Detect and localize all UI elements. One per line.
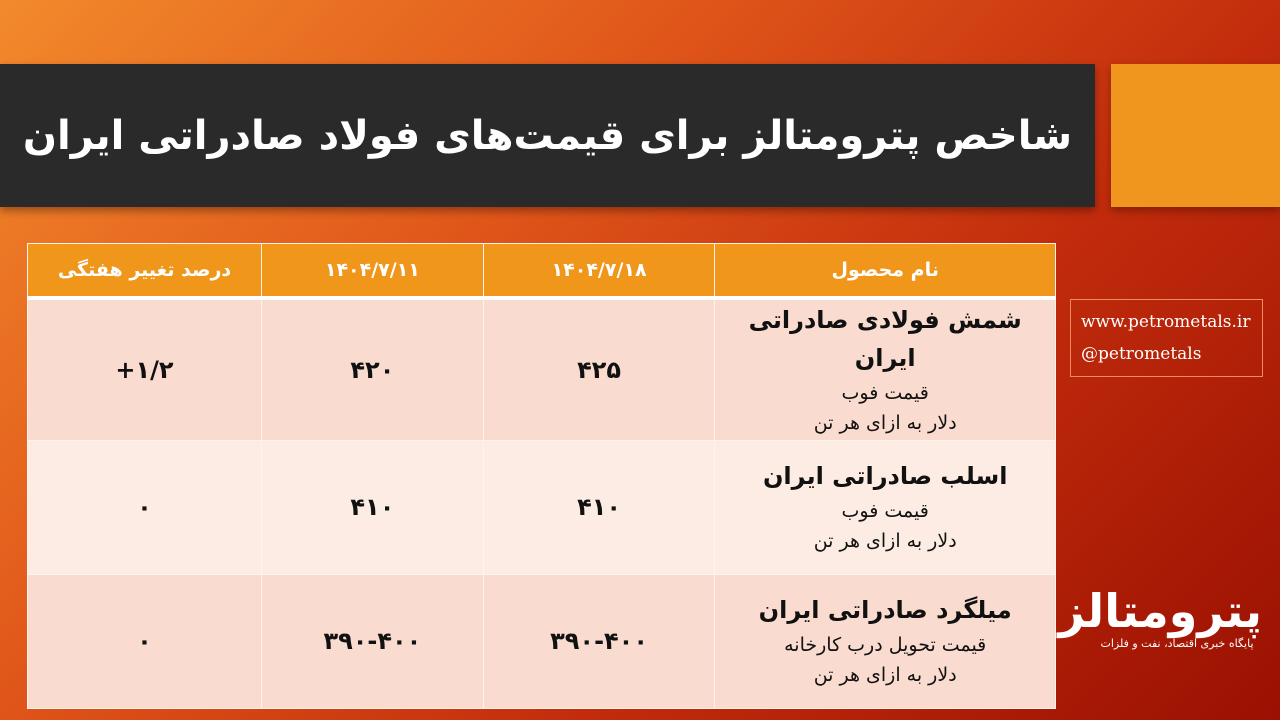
table-row: میلگرد صادراتی ایران قیمت تحویل درب کارخ…	[27, 573, 1056, 709]
current-price: ۴۱۰	[482, 439, 716, 575]
brand-logo: پترومتالز پایگاه خبری اقتصاد، نفت و فلزا…	[1058, 584, 1262, 650]
previous-price: ۳۹۰-۴۰۰	[260, 573, 484, 709]
product-cell: شمش فولادی صادراتی ایران قیمت فوب دلار ب…	[714, 297, 1056, 441]
weekly-change: ۰	[27, 439, 262, 575]
price-table: نام محصول ۱۴۰۴/۷/۱۸ ۱۴۰۴/۷/۱۱ درصد تغییر…	[27, 243, 1056, 709]
current-price: ۴۲۵	[482, 297, 716, 441]
header-weekly-change: درصد تغییر هفتگی	[27, 243, 262, 300]
unit: دلار به ازای هر تن	[813, 530, 957, 553]
current-price: ۳۹۰-۴۰۰	[482, 573, 716, 709]
previous-price: ۴۲۰	[260, 297, 484, 441]
table-header: نام محصول ۱۴۰۴/۷/۱۸ ۱۴۰۴/۷/۱۱ درصد تغییر…	[27, 243, 1056, 300]
table-row: اسلب صادراتی ایران قیمت فوب دلار به ازای…	[27, 439, 1056, 575]
logo-name: پترومتالز	[1058, 584, 1262, 638]
accent-block	[1111, 64, 1280, 207]
website-link[interactable]: www.petrometals.ir	[1081, 312, 1251, 332]
unit: دلار به ازای هر تن	[813, 664, 957, 687]
social-handle[interactable]: @petrometals	[1081, 344, 1202, 364]
price-type: قیمت فوب	[841, 499, 929, 522]
logo-tagline: پایگاه خبری اقتصاد، نفت و فلزات	[1100, 637, 1254, 650]
product-name: اسلب صادراتی ایران	[762, 462, 1008, 491]
price-type: قیمت تحویل درب کارخانه	[784, 633, 987, 656]
page-title: شاخص پترومتالز برای قیمت‌های فولاد صادرا…	[22, 112, 1073, 159]
weekly-change: +۱/۲	[27, 297, 262, 441]
title-bar: شاخص پترومتالز برای قیمت‌های فولاد صادرا…	[0, 64, 1095, 207]
header-previous-date: ۱۴۰۴/۷/۱۱	[260, 243, 484, 300]
price-type: قیمت فوب	[841, 381, 929, 404]
unit: دلار به ازای هر تن	[813, 412, 957, 435]
product-name: میلگرد صادراتی ایران	[758, 596, 1012, 625]
previous-price: ۴۱۰	[260, 439, 484, 575]
product-name: شمش فولادی صادراتی ایران	[748, 306, 1022, 373]
product-cell: اسلب صادراتی ایران قیمت فوب دلار به ازای…	[714, 439, 1056, 575]
contact-box: www.petrometals.ir @petrometals	[1070, 299, 1263, 377]
product-cell: میلگرد صادراتی ایران قیمت تحویل درب کارخ…	[714, 573, 1056, 709]
weekly-change: ۰	[27, 573, 262, 709]
table-row: شمش فولادی صادراتی ایران قیمت فوب دلار ب…	[27, 297, 1056, 441]
header-product: نام محصول	[714, 243, 1056, 300]
header-current-date: ۱۴۰۴/۷/۱۸	[482, 243, 716, 300]
